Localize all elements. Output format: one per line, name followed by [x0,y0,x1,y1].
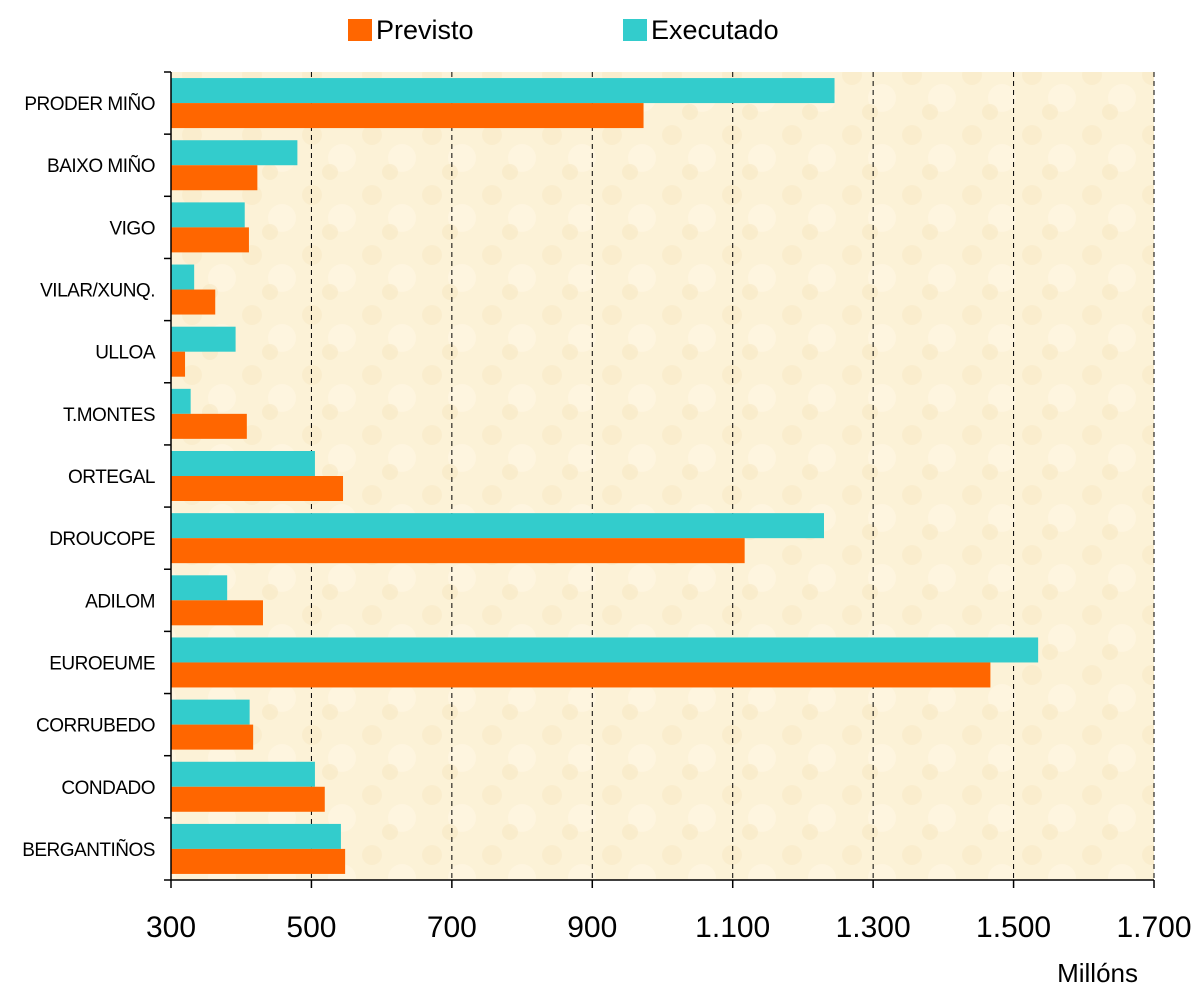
bar-executado-condado [171,761,315,787]
x-tick-label: 500 [286,911,336,944]
bars [171,78,1039,874]
category-label: DROUCOPE [49,529,155,550]
legend-label-previsto: Previsto [376,15,474,45]
bar-executado-proder-mi-o [171,78,835,104]
bar-executado-adilom [171,575,228,601]
category-label: T.MONTES [63,405,155,426]
bar-executado-ulloa [171,326,236,352]
bar-previsto-euroeume [171,662,991,688]
category-label: ULLOA [95,343,156,364]
legend-label-executado: Executado [651,15,779,45]
category-label: BERGANTIÑOS [22,839,155,861]
bar-previsto-vigo [171,227,249,253]
bar-previsto-corrubedo [171,724,254,750]
bar-executado-vigo [171,202,245,228]
bar-executado-baixo-mi-o [171,140,298,166]
x-tick-label: 300 [146,911,196,944]
x-tick-label: 1.100 [695,911,770,944]
bar-executado-berganti-os [171,823,341,849]
bar-previsto-adilom [171,600,263,626]
category-label: CORRUBEDO [36,716,155,737]
category-label: BAIXO MIÑO [47,155,155,177]
bar-previsto-ulloa [171,351,186,377]
category-label: CONDADO [61,778,155,799]
legend-swatch-previsto [348,19,372,41]
labels: PRODER MIÑO BAIXO MIÑO VIGO VILAR/XUNQ. ULLO… [22,93,1191,985]
legend-swatch-executado [623,19,647,41]
x-tick-label: 900 [567,911,617,944]
bar-previsto-ortegal [171,476,344,501]
bar-executado-ortegal [171,451,315,476]
x-tick-label: 700 [427,911,477,944]
bar-previsto-condado [171,786,325,812]
x-tick-label: 1.300 [836,911,911,944]
legend: Previsto Executado [348,15,779,45]
bar-previsto-t-montes [171,413,247,439]
bar-previsto-vilar-xunq [171,289,216,315]
bar-previsto-proder-mi-o [171,103,644,129]
bar-executado-t-montes [171,388,191,414]
x-tick-label: 1.500 [976,911,1051,944]
axes [164,71,1155,888]
category-label: ADILOM [85,591,155,612]
x-tick-label: 1.700 [1116,911,1191,944]
bar-executado-euroeume [171,637,1039,663]
category-label: ORTEGAL [68,467,155,488]
bar-previsto-droucope [171,538,745,564]
bar-previsto-berganti-os [171,848,346,874]
category-label: PRODER MIÑO [24,93,155,115]
bar-executado-vilar-xunq [171,264,195,290]
bar-executado-corrubedo [171,699,250,725]
category-label: VILAR/XUNQ. [40,281,155,302]
x-axis-unit-label: Millóns [1057,958,1138,985]
bar-executado-droucope [171,513,824,539]
bar-previsto-baixo-mi-o [171,165,258,191]
category-label: VIGO [109,218,155,239]
category-label: EUROEUME [49,653,155,674]
